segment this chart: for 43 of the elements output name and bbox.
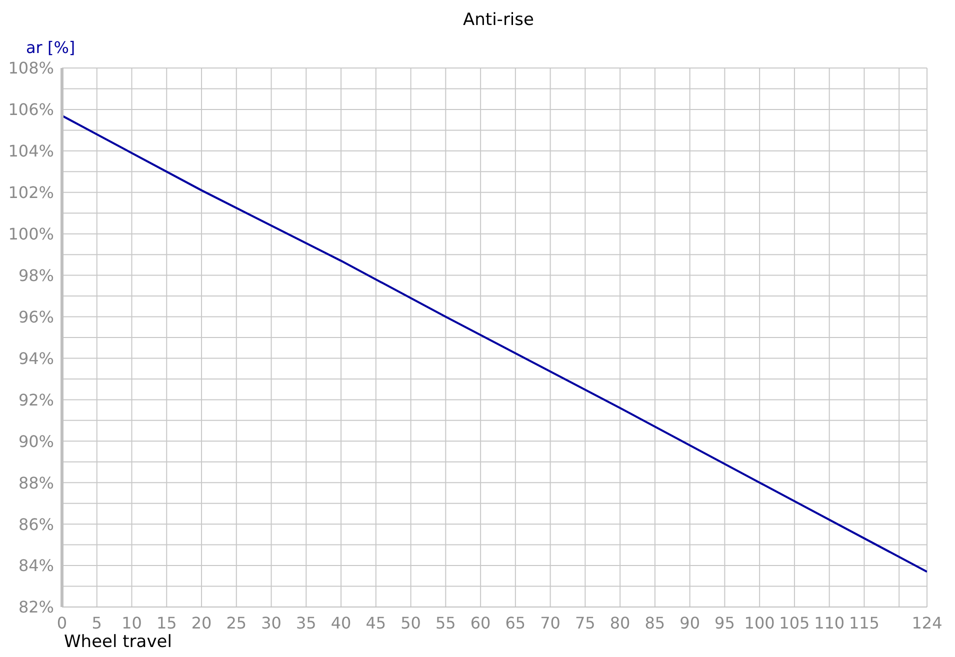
y-tick-label: 82% — [18, 598, 54, 617]
y-tick-label: 90% — [18, 432, 54, 451]
y-tick-label: 104% — [8, 142, 54, 161]
x-tick-label: 80 — [610, 613, 630, 632]
x-tick-label: 5 — [92, 613, 102, 632]
x-tick-label: 100 — [744, 613, 775, 632]
x-tick-label: 124 — [912, 613, 942, 632]
y-axis-title: ar [%] — [26, 38, 76, 57]
x-tick-label: 105 — [779, 613, 810, 632]
x-tick-label: 45 — [366, 613, 386, 632]
x-tick-label: 115 — [848, 613, 880, 632]
x-tick-label: 85 — [644, 613, 666, 632]
x-tick-label: 25 — [226, 613, 247, 632]
x-tick-label: 95 — [714, 613, 735, 632]
y-tick-label: 106% — [8, 100, 54, 120]
x-tick-label: 55 — [435, 613, 456, 632]
x-axis-title: Wheel travel — [64, 632, 172, 652]
y-tick-label: 98% — [18, 266, 54, 285]
x-tick-label: 30 — [261, 613, 282, 632]
x-tick-label: 15 — [156, 613, 177, 632]
x-tick-label: 10 — [122, 613, 142, 632]
x-tick-label: 50 — [400, 613, 421, 632]
y-tick-label: 100% — [8, 224, 54, 244]
y-tick-label: 94% — [18, 348, 54, 368]
x-tick-label: 75 — [575, 613, 596, 632]
y-tick-label: 88% — [18, 473, 54, 492]
y-tick-label: 84% — [18, 556, 54, 576]
y-tick-label: 102% — [8, 183, 54, 202]
x-tick-label: 110 — [814, 613, 845, 632]
x-tick-label: 20 — [191, 613, 212, 632]
y-tick-label: 96% — [18, 307, 54, 326]
x-tick-label: 70 — [540, 613, 560, 632]
x-tick-label: 35 — [296, 613, 316, 632]
x-tick-label: 0 — [56, 613, 68, 632]
line-series — [62, 114, 927, 573]
x-tick-label: 40 — [330, 613, 352, 632]
y-tick-label: 108% — [8, 58, 54, 78]
x-tick-label: 60 — [470, 613, 491, 632]
x-tick-label: 90 — [680, 613, 700, 632]
chart-title: Anti-rise — [462, 10, 535, 30]
y-tick-label: 92% — [18, 390, 54, 410]
x-tick-label: 65 — [505, 613, 526, 632]
y-tick-label: 86% — [18, 514, 54, 534]
